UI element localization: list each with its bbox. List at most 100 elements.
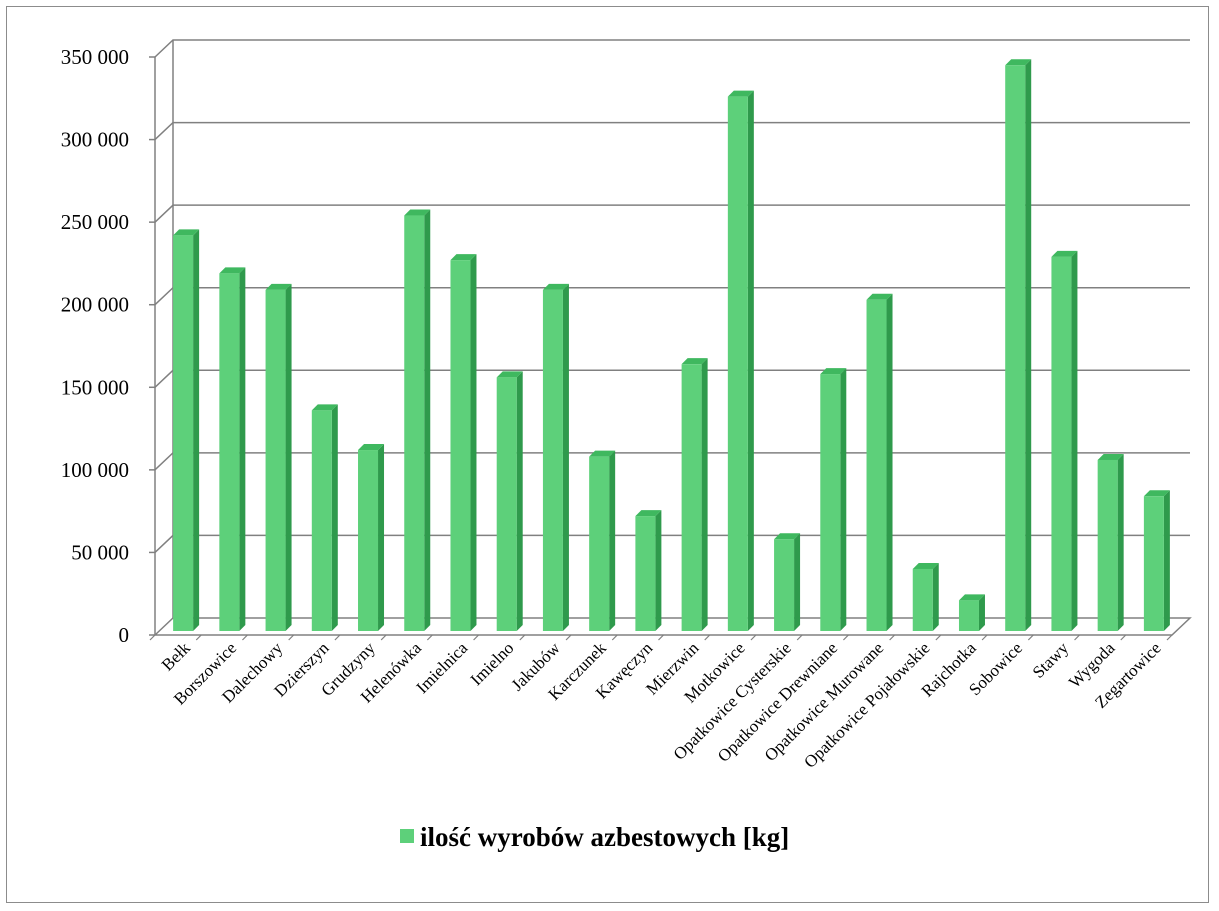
bar-front [820, 374, 841, 631]
legend-swatch [400, 829, 414, 843]
x-axis-category-labels: BełkBorszowiceDalechowyDzierszynGrudzyny… [158, 638, 1165, 772]
bar [542, 283, 569, 631]
bar-front [358, 450, 379, 631]
bar-side [516, 371, 523, 631]
bar-front [774, 539, 795, 631]
bar [681, 358, 708, 631]
bar [589, 450, 616, 631]
gridline [154, 452, 1190, 471]
bar-side [1025, 59, 1032, 631]
bar [1005, 59, 1032, 631]
bar [820, 368, 847, 631]
bar [311, 404, 338, 631]
bar-top [866, 293, 893, 300]
gridline [154, 534, 1190, 553]
bar-top [589, 450, 616, 457]
bar-front [589, 456, 610, 631]
legend: ilość wyrobów azbestowych [kg] [400, 822, 789, 852]
bar-front [727, 96, 748, 632]
y-tick-label: 250 000 [61, 210, 129, 234]
bar-side [978, 594, 985, 631]
bar-top [311, 404, 338, 411]
x-tick-mark [889, 634, 896, 641]
bar-side [378, 444, 385, 631]
gridline [154, 204, 1190, 223]
bar-top [450, 254, 477, 261]
bar-front [912, 568, 933, 631]
gridline [154, 286, 1190, 306]
bar-side [424, 209, 431, 631]
x-tick-label: Bełk [158, 638, 194, 674]
bar-top [542, 283, 569, 290]
bar-top [1097, 453, 1124, 460]
bar-top [358, 444, 385, 451]
bar [1097, 453, 1124, 631]
y-tick-label: 0 [119, 623, 130, 647]
bar-top [1051, 250, 1078, 257]
x-tick-mark [935, 634, 942, 641]
bar-front [311, 410, 332, 631]
y-tick-label: 350 000 [61, 45, 129, 69]
bar [958, 594, 985, 631]
bar [774, 533, 801, 631]
x-tick-mark [242, 634, 248, 641]
x-tick-mark [149, 634, 156, 641]
bar-top [404, 209, 431, 216]
x-tick-mark [658, 634, 664, 641]
bar-front [450, 260, 471, 631]
x-tick-mark [334, 634, 341, 641]
bar-front [1051, 256, 1072, 631]
bar-front [265, 289, 286, 631]
bar-top [820, 368, 847, 375]
bar-side [932, 562, 939, 631]
bar [173, 229, 200, 631]
bar-side [886, 293, 893, 631]
bar-side [562, 283, 569, 631]
y-tick-label: 50 000 [71, 540, 129, 564]
bar [1143, 490, 1170, 631]
bar-side [239, 267, 246, 631]
x-tick-mark [1027, 634, 1034, 641]
bar-side [609, 450, 616, 631]
bar [404, 209, 431, 631]
bar-side [193, 229, 200, 631]
gridlines [149, 39, 1190, 641]
y-tick-label: 300 000 [61, 128, 129, 152]
bar-side [1117, 453, 1124, 631]
x-tick-mark [380, 634, 387, 641]
legend-label: ilość wyrobów azbestowych [kg] [420, 822, 789, 852]
y-tick-label: 150 000 [61, 375, 129, 399]
x-tick-mark [981, 634, 988, 641]
bar-top [774, 533, 801, 540]
bar-front [173, 235, 194, 631]
bar-front [681, 364, 702, 631]
bar-top [265, 283, 292, 290]
bar [912, 562, 939, 631]
bar-front [1143, 496, 1164, 631]
x-tick-label: Imielnica [412, 638, 471, 697]
bar-top [681, 358, 708, 365]
bar-side [1163, 490, 1170, 631]
bar-top [635, 510, 662, 517]
bar-side [470, 254, 477, 631]
bar [358, 444, 385, 631]
x-tick-mark [1120, 634, 1127, 641]
bar [635, 510, 662, 631]
gridline [154, 369, 1190, 388]
x-tick-mark [1166, 634, 1173, 641]
bar-side [794, 533, 801, 631]
x-tick-mark [473, 634, 480, 641]
bar-side [1071, 250, 1078, 631]
chart-walls [153, 40, 1192, 636]
bar [866, 293, 893, 631]
gridline [154, 39, 1190, 58]
bars [173, 59, 1170, 632]
bar-side [655, 510, 662, 631]
bar-front [496, 377, 517, 631]
y-tick-label: 200 000 [61, 293, 129, 317]
bar-front [542, 289, 563, 631]
bar-side [331, 404, 338, 631]
gridline [154, 121, 1190, 141]
bar-top [173, 229, 200, 236]
